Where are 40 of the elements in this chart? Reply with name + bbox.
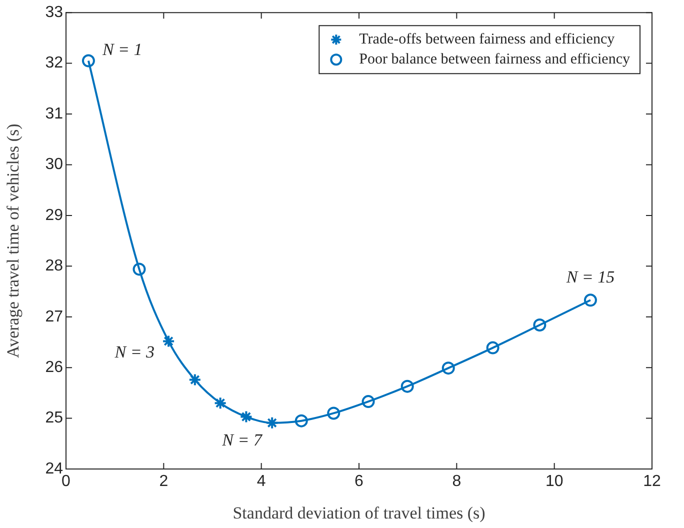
point [82,54,95,68]
y-tick-label: 26 [45,358,64,376]
point [327,406,340,420]
point [214,396,227,410]
point [442,362,455,375]
x-tick-label: 0 [62,473,71,490]
annotation: N = 7 [221,430,264,450]
point [294,414,308,428]
point [132,262,146,276]
annotation: N = 15 [565,268,615,287]
y-tick-label: 29 [45,206,64,224]
y-tick-label: 33 [45,4,64,22]
point [486,341,500,354]
x-tick-label: 8 [452,473,462,490]
x-tick-label: 2 [159,473,168,490]
y-tick-label: 32 [45,54,64,72]
y-tick-label: 31 [45,105,64,122]
point [362,395,375,408]
y-axis-title: Average travel time of vehicles (s) [4,124,23,358]
y-tick-label: 27 [45,308,64,326]
y-tick-label: 25 [45,410,64,427]
annotation: N = 3 [114,342,155,362]
legend-label: Poor balance between fairness and efficiency [359,52,630,68]
annotation: N = 1 [101,40,142,60]
point [533,318,546,332]
y-tick-label: 28 [45,258,64,275]
x-tick-label: 12 [643,473,661,490]
y-tick-label: 24 [45,460,64,478]
point [266,416,279,430]
point [584,294,597,307]
y-tick-label: 30 [45,156,64,174]
x-tick-label: 10 [545,473,564,490]
point [188,373,202,386]
point [240,410,253,424]
x-tick-label: 6 [354,473,364,490]
x-tick-label: 4 [256,473,266,490]
legend-label: Trade-offs between fairness and efficiency [359,32,616,48]
point [162,334,176,348]
point [400,380,414,393]
x-axis-title: Standard deviation of travel times (s) [232,503,486,522]
